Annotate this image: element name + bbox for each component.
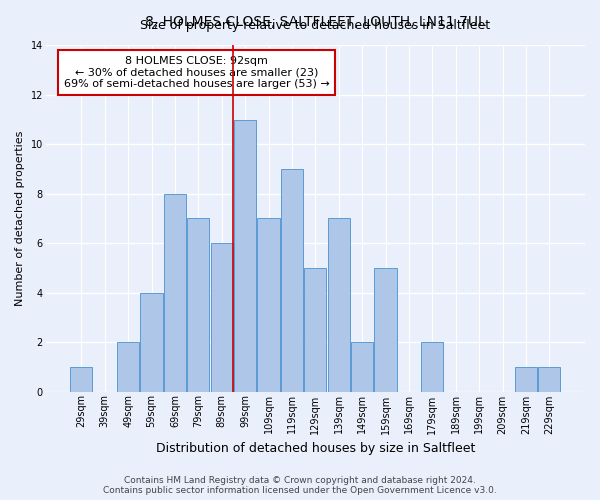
Bar [70,367,92,392]
Bar [257,218,280,392]
Bar [117,342,139,392]
Text: Contains HM Land Registry data © Crown copyright and database right 2024.
Contai: Contains HM Land Registry data © Crown c… [103,476,497,495]
Bar [374,268,397,392]
Y-axis label: Number of detached properties: Number of detached properties [15,131,25,306]
Bar [351,342,373,392]
Bar [421,342,443,392]
Bar [140,292,163,392]
Text: 8 HOLMES CLOSE: 92sqm
← 30% of detached houses are smaller (23)
69% of semi-deta: 8 HOLMES CLOSE: 92sqm ← 30% of detached … [64,56,329,89]
Bar [187,218,209,392]
Bar [538,367,560,392]
Bar [211,243,233,392]
Bar [304,268,326,392]
Bar [281,169,303,392]
Bar [234,120,256,392]
Bar [164,194,186,392]
Title: 8, HOLMES CLOSE, SALTFLEET, LOUTH, LN11 7UL: 8, HOLMES CLOSE, SALTFLEET, LOUTH, LN11 … [145,15,486,29]
Bar [515,367,537,392]
X-axis label: Distribution of detached houses by size in Saltfleet: Distribution of detached houses by size … [155,442,475,455]
Bar [328,218,350,392]
Text: Size of property relative to detached houses in Saltfleet: Size of property relative to detached ho… [140,18,490,32]
